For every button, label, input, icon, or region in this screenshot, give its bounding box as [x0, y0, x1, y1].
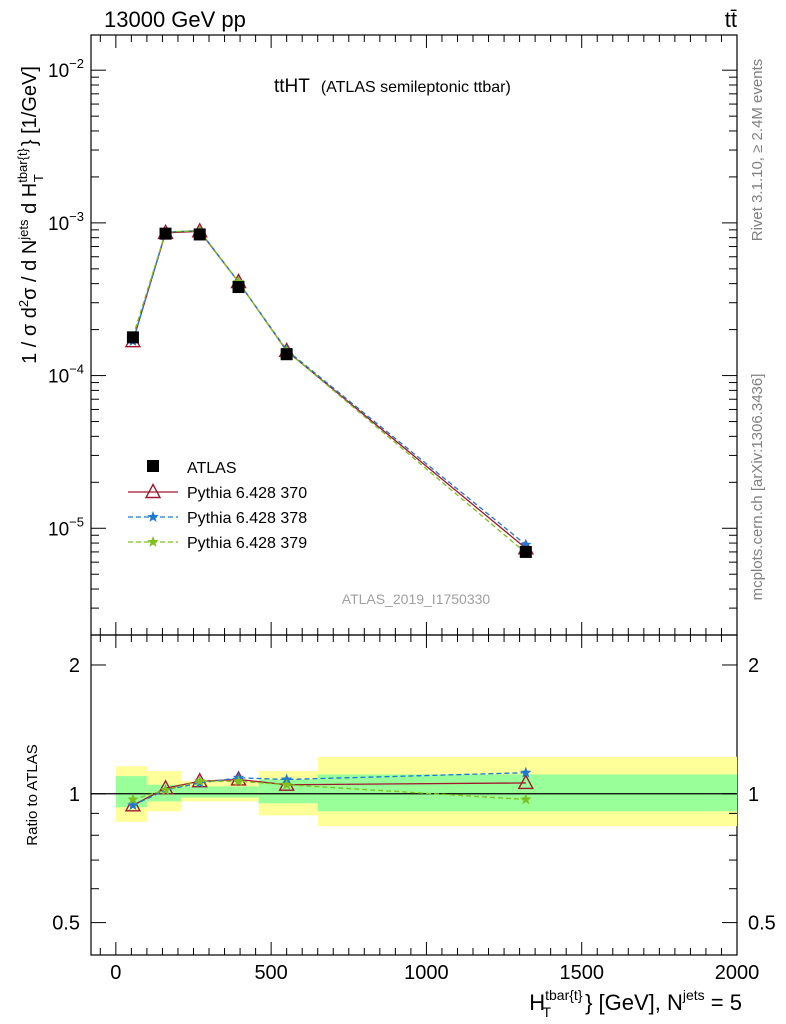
ratio-ylabel: Ratio to ATLAS — [24, 744, 41, 845]
y-tick-label: 10−3 — [48, 209, 84, 235]
x-tick-label: 1500 — [559, 962, 604, 984]
header-energy: 13000 GeV pp — [104, 7, 246, 32]
x-tick-label: 500 — [254, 962, 287, 984]
legend-label: Pythia 6.428 379 — [187, 535, 307, 552]
ratio-series-1-point — [127, 799, 139, 811]
x-tick-label: 1000 — [404, 962, 449, 984]
header-process: tt̄ — [725, 7, 737, 32]
legend: ATLAS Pythia 6.428 370 Pythia 6.428 378 Pyt… — [128, 460, 307, 552]
plot-title-main: ttHT — [274, 76, 310, 97]
legend-label: Pythia 6.428 370 — [187, 485, 307, 502]
legend-marker — [147, 536, 159, 547]
main-series-2-point — [520, 538, 532, 550]
legend-entry: Pythia 6.428 378 — [128, 510, 307, 527]
main-ylabel: 1 / σ d2σ / d Njets d Htbar{t}T} [1/GeV] — [15, 66, 46, 364]
ratio-band-inner — [181, 786, 259, 798]
y-tick-label: 10−5 — [48, 514, 84, 540]
atlas-data-point — [232, 281, 245, 294]
main-series-3-line — [132, 229, 527, 554]
ratio-series-2-point — [127, 793, 139, 805]
ratio-series-0-point — [517, 773, 534, 790]
x-tick-label: 2000 — [715, 962, 760, 984]
ratio-series-1-point — [520, 766, 532, 778]
y-tick-label: 10−2 — [48, 56, 84, 82]
ratio-y-tick-label-right: 0.5 — [748, 913, 776, 935]
y-tick-label: 10−4 — [48, 362, 84, 388]
ratio-uncertainty-bands — [91, 756, 737, 827]
ratio-series-2-line — [132, 780, 526, 801]
ratio-series-2-point — [520, 793, 532, 805]
x-tick-label: 0 — [110, 962, 121, 984]
plot-title: ttHT (ATLAS semileptonic ttbar) — [274, 76, 511, 97]
legend-entry: Pythia 6.428 379 — [128, 535, 307, 552]
ratio-series-2-point — [159, 784, 172, 795]
atlas-data-point — [126, 331, 139, 344]
main-series-2-line — [132, 229, 527, 546]
atlas-data-point — [193, 228, 206, 241]
ratio-y-tick-label-right: 2 — [748, 655, 759, 677]
legend-marker — [147, 460, 159, 472]
ratio-series-layer — [124, 766, 534, 812]
ratio-band-inner — [317, 774, 737, 812]
legend-marker — [144, 483, 162, 499]
ratio-y-tick-label: 0.5 — [52, 913, 80, 935]
legend-entry: ATLAS — [147, 460, 237, 477]
analysis-watermark: ATLAS_2019_I1750330 — [342, 591, 491, 607]
ratio-series-2-point — [194, 775, 206, 787]
atlas-data-point — [280, 348, 293, 361]
ratio-series-2-point — [232, 775, 245, 787]
plot-title-sub: (ATLAS semileptonic ttbar) — [321, 79, 511, 96]
mcplots-label: mcplots.cern.ch [arXiv:1306.3436] — [749, 374, 766, 601]
ratio-y-tick-label: 2 — [69, 655, 80, 677]
ratio-series-1-line — [132, 772, 526, 806]
axes: 0 500 1000 1500 2000 10−5 10−4 10−3 10−2 0.5 0.5 1 1… — [48, 35, 776, 984]
x-axis-label: Htbar{t} T} [GeV], Njets = 5 — [529, 987, 742, 1020]
atlas-data-point — [519, 545, 532, 558]
ratio-y-tick-label: 1 — [69, 784, 80, 806]
ratio-series-0-point — [157, 779, 174, 795]
atlas-data-point — [159, 227, 172, 240]
ratio-y-tick-label-right: 1 — [748, 784, 759, 806]
legend-label: Pythia 6.428 378 — [187, 510, 307, 527]
ratio-series-2-point — [280, 778, 293, 790]
legend-label: ATLAS — [187, 460, 237, 477]
legend-marker — [147, 511, 159, 522]
legend-entry: Pythia 6.428 370 — [128, 483, 307, 502]
rivet-label: Rivet 3.1.10, ≥ 2.4M events — [749, 59, 766, 242]
main-series-layer — [124, 222, 534, 558]
